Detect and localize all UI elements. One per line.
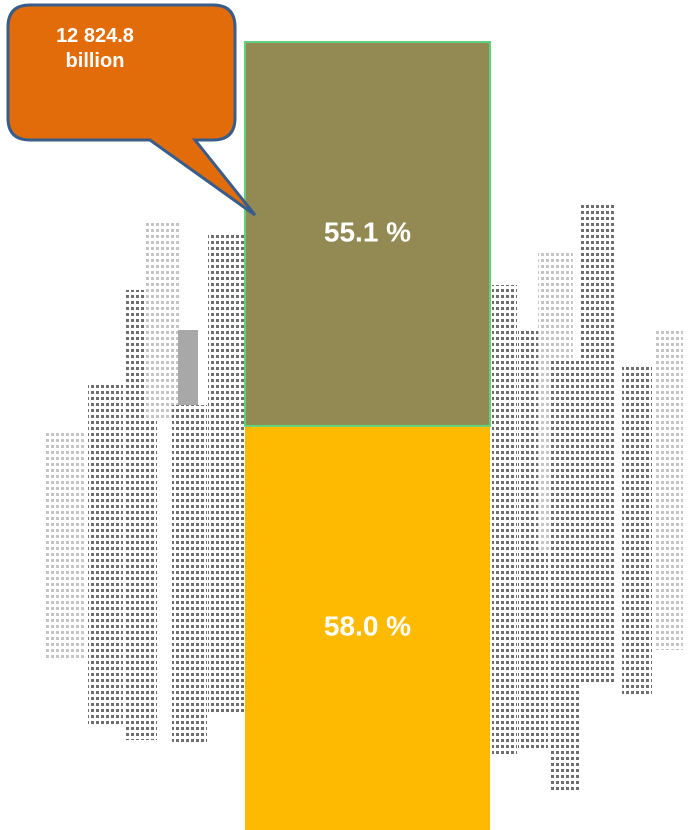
value-label: 55.1 % — [324, 216, 411, 247]
callout — [6, 3, 257, 217]
value-label: 58.0 % — [324, 610, 411, 641]
bar-segment — [244, 41, 491, 427]
skyline — [45, 205, 683, 790]
annotation: 12 824.8 billion — [56, 25, 134, 72]
bar-segment — [245, 425, 490, 830]
